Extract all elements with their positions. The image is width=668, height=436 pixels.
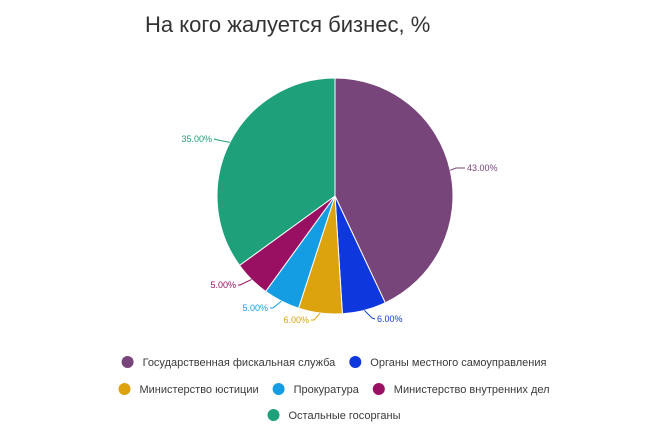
- legend-label-slice-6: Остальные госорганы: [289, 410, 401, 422]
- pie-slice-1[interactable]: [334, 77, 454, 304]
- legend-label-slice-1: Государственная фискальная служба: [143, 357, 337, 369]
- legend-swatch-slice-3: [118, 383, 131, 395]
- legend-item-slice-5[interactable]: Министерство внутренних дел: [372, 383, 550, 396]
- leader-line-slice-3: [311, 312, 321, 321]
- legend-label-slice-5: Министерство внутренних дел: [394, 384, 550, 396]
- legend-item-slice-4[interactable]: Прокуратура: [272, 383, 360, 396]
- legend-swatch-slice-5: [372, 383, 385, 395]
- pie-slices: [216, 77, 454, 315]
- pie-value-labels: 43.00% 6.00% 6.00% 5.00% 5.00% 35.00%: [181, 134, 497, 325]
- legend-swatch-slice-4: [272, 383, 285, 395]
- data-label-slice-3: 6.00%: [283, 315, 309, 325]
- data-label-slice-4: 5.00%: [242, 303, 268, 313]
- legend-swatch-slice-2: [349, 356, 362, 368]
- legend-item-slice-6[interactable]: Остальные госорганы: [267, 409, 401, 422]
- legend-item-slice-1[interactable]: Государственная фискальная служба: [121, 356, 337, 369]
- data-label-slice-6: 35.00%: [181, 134, 212, 144]
- legend-item-slice-2[interactable]: Органы местного самоуправления: [349, 356, 546, 369]
- legend: Государственная фискальная служба Органы …: [118, 356, 550, 422]
- data-label-slice-2: 6.00%: [377, 314, 403, 324]
- pie-slice-6[interactable]: [216, 77, 336, 267]
- data-label-slice-1: 43.00%: [467, 163, 498, 173]
- legend-item-slice-3[interactable]: Министерство юстиции: [118, 383, 259, 396]
- leader-line-slice-1: [450, 167, 465, 171]
- leader-line-slice-4: [270, 300, 282, 309]
- legend-label-slice-3: Министерство юстиции: [140, 384, 259, 396]
- leader-line-slice-5: [238, 278, 252, 286]
- legend-swatch-slice-6: [267, 409, 280, 421]
- legend-label-slice-2: Органы местного самоуправления: [370, 357, 546, 369]
- chart-title: На кого жалуется бизнес, %: [145, 12, 430, 37]
- leader-line-slice-2: [363, 309, 376, 320]
- data-label-slice-5: 5.00%: [210, 280, 236, 290]
- legend-label-slice-4: Прокуратура: [294, 384, 360, 396]
- legend-swatch-slice-1: [121, 356, 134, 368]
- leader-line-slice-6: [213, 138, 230, 143]
